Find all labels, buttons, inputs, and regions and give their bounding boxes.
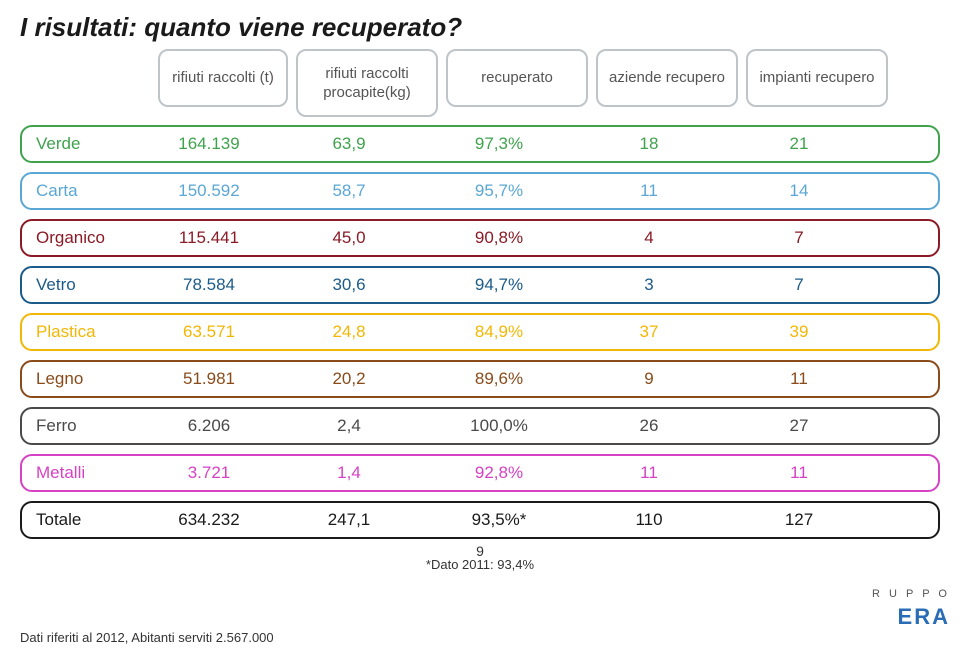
page-title: I risultati: quanto viene recuperato? — [20, 12, 940, 43]
row-aziende: 3 — [574, 275, 724, 295]
row-rifiuti-t: 6.206 — [144, 416, 274, 436]
row-impianti: 11 — [724, 463, 874, 483]
row-label: Organico — [36, 228, 144, 248]
row-label: Vetro — [36, 275, 144, 295]
row-recuperato: 84,9% — [424, 322, 574, 342]
row-rifiuti-procapite: 63,9 — [274, 134, 424, 154]
logo-group-text: R U P P O — [872, 587, 950, 602]
row-rifiuti-t: 63.571 — [144, 322, 274, 342]
row-label: Legno — [36, 369, 144, 389]
row-recuperato: 95,7% — [424, 181, 574, 201]
data-table: Verde164.13963,997,3%1821 Carta150.59258,… — [20, 125, 940, 539]
row-rifiuti-t: 78.584 — [144, 275, 274, 295]
row-recuperato: 89,6% — [424, 369, 574, 389]
table-row: Organico115.44145,090,8%47 — [20, 219, 940, 257]
row-rifiuti-procapite: 24,8 — [274, 322, 424, 342]
table-row: Metalli3.7211,492,8%1111 — [20, 454, 940, 492]
row-label: Plastica — [36, 322, 144, 342]
row-aziende: 9 — [574, 369, 724, 389]
row-recuperato: 94,7% — [424, 275, 574, 295]
table-row: Totale634.232247,193,5%*110127 — [20, 501, 940, 539]
row-rifiuti-t: 3.721 — [144, 463, 274, 483]
table-row: Ferro6.2062,4100,0%2627 — [20, 407, 940, 445]
row-impianti: 11 — [724, 369, 874, 389]
table-row: Legno51.98120,289,6%911 — [20, 360, 940, 398]
row-aziende: 11 — [574, 463, 724, 483]
header-rifiuti-procapite: rifiuti raccolti procapite(kg) — [296, 49, 438, 117]
table-row: Verde164.13963,997,3%1821 — [20, 125, 940, 163]
row-rifiuti-procapite: 58,7 — [274, 181, 424, 201]
row-recuperato: 100,0% — [424, 416, 574, 436]
row-rifiuti-t: 164.139 — [144, 134, 274, 154]
row-label: Verde — [36, 134, 144, 154]
row-label: Metalli — [36, 463, 144, 483]
row-rifiuti-procapite: 45,0 — [274, 228, 424, 248]
header-recuperato: recuperato — [446, 49, 588, 107]
row-impianti: 14 — [724, 181, 874, 201]
row-aziende: 18 — [574, 134, 724, 154]
header-rifiuti-t: rifiuti raccolti (t) — [158, 49, 288, 107]
row-impianti: 127 — [724, 510, 874, 530]
row-rifiuti-procapite: 2,4 — [274, 416, 424, 436]
row-impianti: 39 — [724, 322, 874, 342]
table-row: Carta150.59258,795,7%1114 — [20, 172, 940, 210]
row-rifiuti-procapite: 30,6 — [274, 275, 424, 295]
row-label: Ferro — [36, 416, 144, 436]
row-rifiuti-t: 150.592 — [144, 181, 274, 201]
row-label: Carta — [36, 181, 144, 201]
row-rifiuti-procapite: 1,4 — [274, 463, 424, 483]
column-headers: rifiuti raccolti (t) rifiuti raccolti pr… — [158, 49, 940, 117]
row-rifiuti-t: 51.981 — [144, 369, 274, 389]
table-row: Vetro78.58430,694,7%37 — [20, 266, 940, 304]
row-rifiuti-procapite: 20,2 — [274, 369, 424, 389]
row-recuperato: 90,8% — [424, 228, 574, 248]
header-impianti: impianti recupero — [746, 49, 888, 107]
row-aziende: 37 — [574, 322, 724, 342]
row-aziende: 4 — [574, 228, 724, 248]
row-aziende: 110 — [574, 510, 724, 530]
row-recuperato: 97,3% — [424, 134, 574, 154]
row-impianti: 21 — [724, 134, 874, 154]
row-impianti: 7 — [724, 228, 874, 248]
row-rifiuti-t: 634.232 — [144, 510, 274, 530]
footer-note: Dati riferiti al 2012, Abitanti serviti … — [20, 630, 274, 645]
row-aziende: 26 — [574, 416, 724, 436]
header-aziende: aziende recupero — [596, 49, 738, 107]
row-recuperato: 93,5%* — [424, 510, 574, 530]
row-label: Totale — [36, 510, 144, 530]
row-impianti: 7 — [724, 275, 874, 295]
logo-main-text: ERA — [872, 602, 950, 633]
row-aziende: 11 — [574, 181, 724, 201]
row-rifiuti-t: 115.441 — [144, 228, 274, 248]
brand-logo: R U P P O ERA — [872, 587, 950, 633]
table-row: Plastica63.57124,884,9%3739 — [20, 313, 940, 351]
row-rifiuti-procapite: 247,1 — [274, 510, 424, 530]
row-recuperato: 92,8% — [424, 463, 574, 483]
reference-note: *Dato 2011: 93,4% — [20, 557, 940, 572]
row-impianti: 27 — [724, 416, 874, 436]
